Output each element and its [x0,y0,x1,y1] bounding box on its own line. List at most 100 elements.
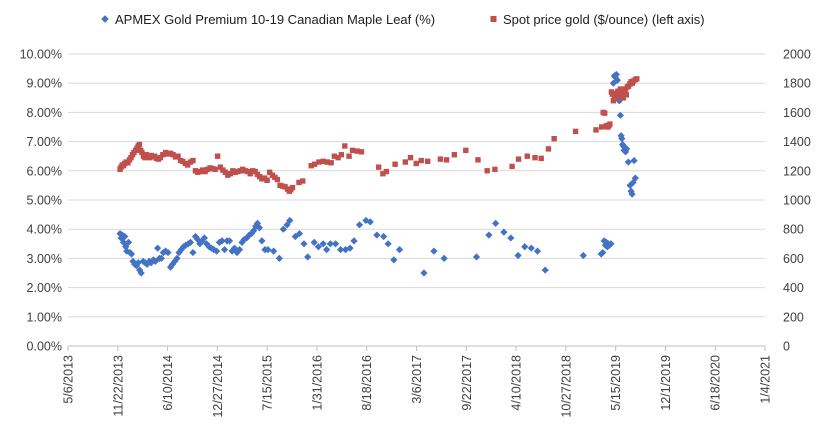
premium-point [127,250,136,258]
spot-price-point [634,76,640,82]
premium-point [218,237,226,245]
premium-point [624,158,632,166]
premium-point [157,254,165,262]
spot-price-point [324,159,330,165]
premium-point [286,216,294,225]
premium-point [336,246,345,254]
spot-price-point [128,154,134,161]
spot-price-point [349,147,356,154]
spot-price-point [380,171,386,177]
premium-point [253,219,262,227]
spot-price-point [212,166,218,173]
spot-price-point [175,153,181,159]
spot-price-point [532,154,538,161]
premium-point [154,244,162,252]
x-tick-label: 12/27/2014 [211,355,225,418]
spot-price-point [289,184,296,191]
premium-point [255,224,264,232]
spot-price-point [342,143,348,149]
y-right-tick-label: 1400 [783,135,811,149]
x-tick-label: 1/31/2016 [310,355,324,411]
y-left-tick-label: 6.00% [27,164,62,178]
x-tick-label: 7/15/2015 [261,355,275,411]
premium-point [134,259,142,267]
legend-square-marker [490,16,497,22]
y-right-tick-label: 1800 [783,77,811,91]
premium-point [124,238,133,246]
spot-price-point [623,92,630,98]
premium-point [611,73,619,81]
premium-point [264,246,272,254]
premium-point [472,253,481,261]
y-right-tick-label: 1600 [783,106,811,120]
y-left-tick-label: 7.00% [27,135,62,149]
spot-price-point [214,153,221,159]
premium-point [533,247,542,255]
legend-diamond-marker [101,15,109,23]
premium-point [225,237,234,245]
premium-point [527,244,535,252]
premium-point [314,243,323,251]
spot-price-point [620,95,627,101]
premium-point [615,97,623,105]
spot-price-point [492,166,498,173]
premium-point [616,111,624,119]
spot-price-point [515,156,522,162]
spot-price-point [185,162,191,168]
y-right-tick-label: 200 [783,310,804,324]
spot-price-point [157,154,164,161]
premium-point [541,266,549,274]
y-right-tick-label: 800 [783,223,804,237]
spot-price-point [136,141,143,148]
spot-price-point [311,161,318,167]
spot-price-point [296,179,302,186]
premium-point [373,231,381,239]
x-tick-label: 6/18/2020 [709,355,723,411]
premium-point [390,256,398,264]
premium-point [355,221,364,229]
spot-price-point [413,160,419,167]
premium-point [319,240,327,248]
spot-price-point [572,128,579,135]
spot-price-point [222,169,229,175]
x-tick-label: 8/18/2016 [360,355,374,411]
premium-point [430,247,438,255]
y-right-tick-label: 400 [783,281,804,295]
premium-point [252,222,260,230]
spot-price-point [190,157,196,164]
premium-point [607,240,615,248]
legend-item-spot-price: Spot price gold ($/ounce) (left axis) [490,12,705,27]
premium-point [630,156,638,165]
premium-point [295,229,304,238]
y-left-tick-label: 10.00% [20,48,62,62]
premium-point [521,243,529,251]
premium-point [275,254,283,262]
premium-point [147,259,155,267]
legend-item-premium: APMEX Gold Premium 10-19 Canadian Maple … [101,12,435,27]
spot-price-point [328,160,334,166]
spot-price-point [601,110,608,116]
premium-point [270,247,278,255]
series-premium [116,70,639,277]
x-tick-label: 5/15/2019 [609,355,623,411]
y-left-tick-label: 0.00% [27,340,62,354]
spot-price-point [610,98,617,104]
premium-point [628,190,636,198]
spot-price-point [139,149,145,156]
x-tick-label: 12/1/2019 [659,355,673,411]
spot-price-point [264,177,270,183]
y-left-tick-label: 1.00% [27,310,62,324]
legend: APMEX Gold Premium 10-19 Canadian Maple … [101,12,705,27]
premium-point [622,148,630,156]
premium-point [420,269,428,277]
y-right-tick-label: 1000 [783,194,811,208]
spot-price-point [392,161,398,167]
premium-point [500,228,508,236]
premium-point [514,251,522,260]
premium-point [617,132,625,140]
spot-price-point [437,156,444,162]
premium-point [132,262,141,270]
spot-price-point [545,146,552,152]
spot-price-point [346,153,352,159]
